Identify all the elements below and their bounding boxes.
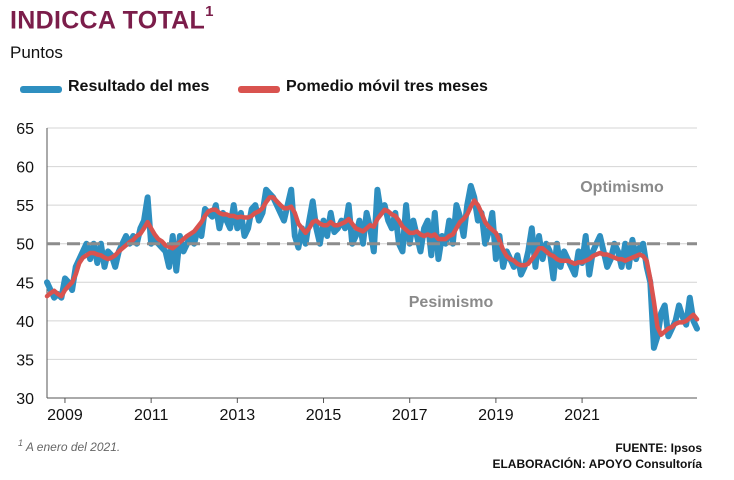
annotation-pessimism: Pesimismo — [409, 294, 494, 311]
legend-swatch-monthly — [20, 86, 62, 93]
x-tick-label: 2009 — [47, 407, 83, 424]
x-tick-label: 2021 — [564, 407, 600, 424]
title-text: INDICCA TOTAL — [10, 6, 206, 35]
footnote-text: A enero del 2021. — [23, 440, 121, 454]
series-line-monthly — [44, 182, 700, 351]
footnote-mark: 1 — [18, 438, 24, 448]
x-tick-label: 2011 — [134, 407, 169, 424]
legend-label-monthly: Resultado del mes — [68, 78, 210, 95]
chart-subtitle: Puntos — [10, 43, 63, 62]
y-tick-label: 50 — [16, 237, 34, 254]
credit-line: ELABORACIÓN: APOYO Consultoría — [492, 457, 702, 471]
y-tick-label: 40 — [16, 314, 34, 331]
source-line: FUENTE: Ipsos — [615, 441, 702, 455]
x-tick-label: 2013 — [220, 407, 256, 424]
y-tick-label: 60 — [16, 160, 34, 177]
x-tick-label: 2015 — [306, 407, 342, 424]
annotation-optimism: Optimismo — [580, 179, 664, 196]
x-tick-label: 2019 — [478, 407, 514, 424]
source-block: FUENTE: Ipsos ELABORACIÓN: APOYO Consult… — [492, 440, 702, 472]
series-line-moving-average — [44, 195, 700, 337]
legend-swatch-moving-average — [238, 86, 280, 93]
y-tick-label: 35 — [16, 352, 34, 369]
y-tick-label: 45 — [16, 275, 34, 292]
title-note-mark: 1 — [205, 3, 214, 20]
x-tick-label: 2017 — [392, 407, 428, 424]
legend-label-moving-average: Pomedio móvil tres meses — [286, 78, 488, 95]
footnote: 1 A enero del 2021. — [18, 438, 120, 454]
y-tick-label: 55 — [16, 198, 34, 215]
chart-title: INDICCA TOTAL1 — [10, 3, 214, 35]
y-tick-label: 30 — [16, 391, 34, 408]
line-chart: 30 35 40 45 50 55 60 65 2009 2011 2013 2015 2017 2019… — [16, 121, 700, 424]
y-tick-label: 65 — [16, 121, 34, 138]
